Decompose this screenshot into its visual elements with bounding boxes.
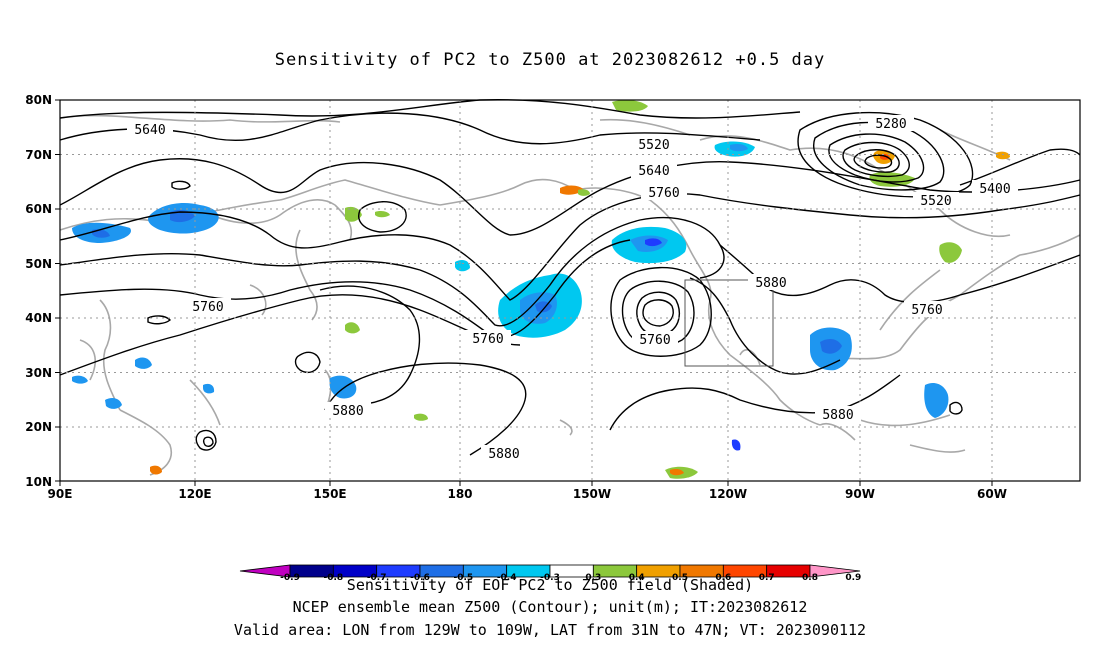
colorbar-label: 0.5 [672,573,688,583]
lat-label: 50N [25,257,52,271]
lat-label: 30N [25,366,52,380]
contour-labels: 5640 5520 5640 5760 5280 5400 5520 5760 … [127,115,1018,462]
lat-label: 10N [25,475,52,489]
caption-valid-area: Valid area: LON from 129W to 109W, LAT f… [233,621,867,639]
contour-label: 5760 [192,300,223,315]
lon-label: 150W [573,487,611,501]
lon-label: 90E [48,487,73,501]
colorbar-label: 0.8 [802,573,818,583]
axis-ticks [55,99,993,486]
caption-contour: NCEP ensemble mean Z500 (Contour); unit(… [292,598,808,616]
colorbar-label: -0.9 [280,573,300,583]
colorbar-label: 0.6 [715,573,731,583]
contour-label: 5760 [911,303,942,318]
colorbar-label: 0.7 [759,573,775,583]
lat-label: 20N [25,420,52,434]
contour-label: 5880 [332,404,363,419]
caption-shading: Sensitivity of EOF PC2 to Z500 field (Sh… [346,576,754,594]
lon-labels: 90E 120E 150E 180 150W 120W 90W 60W [48,487,1007,501]
colorbar-label: 0.9 [845,573,861,583]
colorbar: -0.9 -0.8 -0.7 -0.6 -0.5 -0.4 -0.3 0.3 0.4 0.5 0.6… [239,564,861,583]
z500-contours [59,99,1081,456]
chart-title: Sensitivity of PC2 to Z500 at 2023082612… [274,50,826,70]
colorbar-right-arrow [809,564,861,578]
contour-label: 5520 [920,194,951,209]
map-frame [59,99,1081,482]
contour-label: 5880 [822,408,853,423]
colorbar-label: -0.6 [410,573,430,583]
contour-label: 5760 [639,333,670,348]
graticule [60,100,1080,481]
contour-label: 5640 [638,164,669,179]
lat-labels: 80N 70N 60N 50N 40N 30N 20N 10N [25,93,52,489]
contour-label: 5400 [979,182,1010,197]
colorbar-label: 0.3 [585,573,601,583]
colorbar-label: -0.7 [367,573,387,583]
contour-label: 5880 [755,276,786,291]
lat-label: 70N [25,148,52,162]
lat-label: 40N [25,311,52,325]
lat-label: 80N [25,93,52,107]
colorbar-label: -0.8 [323,573,343,583]
contour-label: 5640 [134,123,165,138]
contour-label: 5520 [638,138,669,153]
lon-label: 120W [709,487,747,501]
colorbar-label: 0.4 [629,573,645,583]
lon-label: 90W [845,487,875,501]
colorbar-label: -0.4 [497,573,517,583]
valid-area-box [684,279,774,367]
lon-label: 120E [178,487,211,501]
lon-label: 60W [977,487,1007,501]
colorbar-label: -0.5 [453,573,473,583]
colorbar-label: -0.3 [540,573,560,583]
contour-label: 5880 [488,447,519,462]
contour-label: 5760 [472,332,503,347]
lat-label: 60N [25,202,52,216]
contour-label: 5280 [875,117,906,132]
sensitivity-shading [72,99,1010,479]
lon-label: 180 [447,487,472,501]
lon-label: 150E [313,487,346,501]
contour-label: 5760 [648,186,679,201]
